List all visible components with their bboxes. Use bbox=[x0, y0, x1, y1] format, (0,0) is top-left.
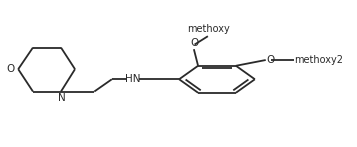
Text: N: N bbox=[58, 93, 66, 103]
Text: O: O bbox=[6, 64, 15, 74]
Text: O: O bbox=[190, 38, 199, 48]
Text: methoxy: methoxy bbox=[187, 25, 230, 35]
Text: HN: HN bbox=[125, 74, 140, 84]
Text: methoxy2: methoxy2 bbox=[295, 55, 343, 65]
Text: O: O bbox=[267, 55, 275, 65]
